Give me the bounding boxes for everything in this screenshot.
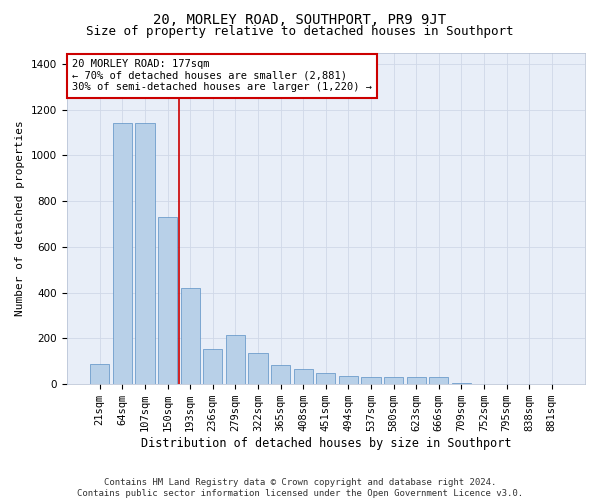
- Text: Contains HM Land Registry data © Crown copyright and database right 2024.
Contai: Contains HM Land Registry data © Crown c…: [77, 478, 523, 498]
- Bar: [181, 288, 200, 384]
- Y-axis label: Number of detached properties: Number of detached properties: [15, 120, 25, 316]
- Bar: [248, 354, 268, 384]
- Text: 20 MORLEY ROAD: 177sqm
← 70% of detached houses are smaller (2,881)
30% of semi-: 20 MORLEY ROAD: 177sqm ← 70% of detached…: [72, 59, 372, 92]
- Bar: [293, 370, 313, 384]
- Bar: [226, 335, 245, 384]
- Bar: [316, 373, 335, 384]
- Bar: [136, 124, 155, 384]
- Bar: [113, 124, 132, 384]
- Bar: [361, 378, 380, 384]
- Bar: [429, 378, 448, 384]
- Text: Size of property relative to detached houses in Southport: Size of property relative to detached ho…: [86, 25, 514, 38]
- Bar: [90, 364, 109, 384]
- Bar: [203, 349, 223, 384]
- Bar: [407, 378, 426, 384]
- Bar: [158, 217, 177, 384]
- Text: 20, MORLEY ROAD, SOUTHPORT, PR9 9JT: 20, MORLEY ROAD, SOUTHPORT, PR9 9JT: [154, 12, 446, 26]
- Bar: [271, 365, 290, 384]
- X-axis label: Distribution of detached houses by size in Southport: Distribution of detached houses by size …: [140, 437, 511, 450]
- Bar: [339, 376, 358, 384]
- Bar: [452, 383, 471, 384]
- Bar: [384, 378, 403, 384]
